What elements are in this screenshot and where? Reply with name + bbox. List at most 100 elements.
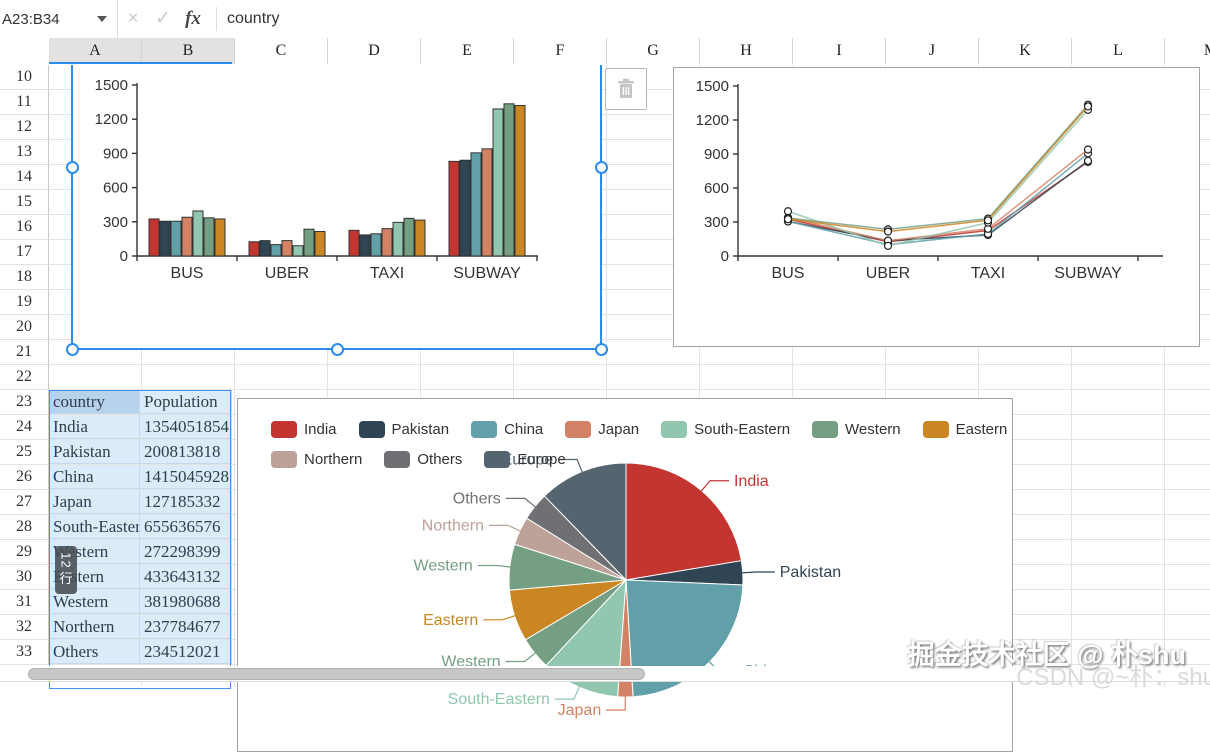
column-header-C[interactable]: C: [235, 38, 328, 64]
table-cell[interactable]: Northern: [49, 615, 140, 639]
row-header-14[interactable]: 14: [0, 165, 49, 190]
row-header-26[interactable]: 26: [0, 465, 49, 490]
row-header-17[interactable]: 17: [0, 240, 49, 265]
legend-item-japan[interactable]: Japan: [565, 421, 639, 438]
row-header-32[interactable]: 32: [0, 615, 49, 640]
svg-text:0: 0: [120, 248, 128, 265]
row-header-16[interactable]: 16: [0, 215, 49, 240]
column-header-D[interactable]: D: [328, 38, 421, 64]
row-header-11[interactable]: 11: [0, 90, 49, 115]
name-box[interactable]: A23:B34: [0, 0, 118, 38]
svg-text:UBER: UBER: [866, 265, 910, 282]
fx-icon[interactable]: fx: [185, 8, 201, 29]
row-header-13[interactable]: 13: [0, 140, 49, 165]
table-cell[interactable]: 237784677: [140, 615, 232, 639]
svg-text:TAXI: TAXI: [370, 265, 404, 282]
line-chart[interactable]: 0 300 600 900 1200 1500 BUS UBER TAXI SUBWAY: [673, 67, 1200, 347]
table-cell[interactable]: Western: [49, 590, 140, 614]
cancel-icon[interactable]: ×: [127, 8, 139, 29]
table-cell[interactable]: 655636576: [140, 515, 232, 539]
table-cell[interactable]: Western: [49, 540, 140, 564]
legend-item-others[interactable]: Others: [384, 451, 462, 468]
row-header-12[interactable]: 12: [0, 115, 49, 140]
name-box-caret-icon: [97, 16, 107, 22]
bar-chart[interactable]: 0 300 600 900 1200 1500 BUS UBER TAXI SUBWAY: [72, 65, 601, 349]
legend-item-europe[interactable]: Europe: [484, 451, 566, 468]
row-header-31[interactable]: 31: [0, 590, 49, 615]
legend-item-eastern[interactable]: Eastern: [922, 421, 1008, 438]
row-header-18[interactable]: 18: [0, 265, 49, 290]
column-header-K[interactable]: K: [979, 38, 1072, 64]
table-cell[interactable]: India: [49, 415, 140, 439]
legend-item-india[interactable]: India: [271, 421, 337, 438]
row-header-23[interactable]: 23: [0, 390, 49, 415]
row-header-28[interactable]: 28: [0, 515, 49, 540]
formula-input[interactable]: country: [227, 10, 280, 27]
row-header-30[interactable]: 30: [0, 565, 49, 590]
resize-handle-bottom-left[interactable]: [66, 343, 79, 356]
svg-text:UBER: UBER: [265, 265, 309, 282]
row-header-24[interactable]: 24: [0, 415, 49, 440]
legend-item-pakistan[interactable]: Pakistan: [358, 421, 450, 438]
column-header-F[interactable]: F: [514, 38, 607, 64]
row-header-29[interactable]: 29: [0, 540, 49, 565]
row-header-15[interactable]: 15: [0, 190, 49, 215]
table-cell[interactable]: Others: [49, 640, 140, 664]
table-header-cell[interactable]: Population: [140, 390, 232, 414]
column-header-I[interactable]: I: [793, 38, 886, 64]
delete-chart-button[interactable]: [605, 68, 647, 110]
resize-handle-right[interactable]: [595, 161, 608, 174]
resize-handle-bottom-right[interactable]: [595, 343, 608, 356]
table-cell[interactable]: 1415045928: [140, 465, 232, 489]
pie-chart[interactable]: India Pakistan China Japan South-Eastern West…: [237, 398, 1013, 752]
table-cell[interactable]: China: [49, 465, 140, 489]
row-header-20[interactable]: 20: [0, 315, 49, 340]
horizontal-scrollbar-thumb[interactable]: [28, 668, 645, 680]
legend-label: Eastern: [955, 421, 1008, 438]
name-box-value: A23:B34: [2, 10, 60, 28]
column-header-E[interactable]: E: [421, 38, 514, 64]
legend-swatch: [271, 421, 297, 438]
row-header-10[interactable]: 10: [0, 65, 49, 90]
resize-handle-bottom[interactable]: [331, 343, 344, 356]
svg-text:600: 600: [103, 180, 128, 197]
table-cell[interactable]: Japan: [49, 490, 140, 514]
row-header-33[interactable]: 33: [0, 640, 49, 665]
row-header-22[interactable]: 22: [0, 365, 49, 390]
legend-item-western[interactable]: Western: [812, 421, 901, 438]
sheet-grid[interactable]: 10 11 12 13 14 15 16 17 18 19 20 21 22 23 24 25 26 27 28 29…: [0, 65, 1210, 752]
table-cell[interactable]: South-Eastern: [49, 515, 140, 539]
resize-handle-left[interactable]: [66, 161, 79, 174]
confirm-icon[interactable]: ✓: [155, 8, 171, 29]
legend-item-china[interactable]: China: [471, 421, 543, 438]
table-cell[interactable]: 127185332: [140, 490, 232, 514]
legend-swatch: [271, 451, 297, 468]
column-header-A[interactable]: A: [49, 38, 142, 64]
column-header-M[interactable]: M: [1165, 38, 1210, 64]
svg-text:900: 900: [704, 146, 729, 163]
legend-label: Pakistan: [391, 421, 450, 438]
row-header-19[interactable]: 19: [0, 290, 49, 315]
select-all-corner[interactable]: [0, 38, 50, 64]
table-cell[interactable]: Pakistan: [49, 440, 140, 464]
pie-legend-row-2: Northern Others Europe: [271, 451, 566, 468]
horizontal-scrollbar-track[interactable]: [0, 666, 1210, 682]
table-cell[interactable]: 234512021: [140, 640, 232, 664]
legend-item-northern[interactable]: Northern: [271, 451, 362, 468]
column-header-G[interactable]: G: [607, 38, 700, 64]
row-header-25[interactable]: 25: [0, 440, 49, 465]
table-cell[interactable]: 433643132: [140, 565, 232, 589]
column-header-L[interactable]: L: [1072, 38, 1165, 64]
column-header-H[interactable]: H: [700, 38, 793, 64]
table-cell[interactable]: 272298399: [140, 540, 232, 564]
legend-item-south-eastern[interactable]: South-Eastern: [661, 421, 790, 438]
table-cell[interactable]: 1354051854: [140, 415, 232, 439]
table-header-cell[interactable]: country: [49, 390, 140, 414]
column-header-B[interactable]: B: [142, 38, 235, 64]
row-header-27[interactable]: 27: [0, 490, 49, 515]
row-header-21[interactable]: 21: [0, 340, 49, 365]
chart-selection-right-edge: [600, 65, 602, 349]
table-cell[interactable]: 200813818: [140, 440, 232, 464]
column-header-J[interactable]: J: [886, 38, 979, 64]
table-cell[interactable]: 381980688: [140, 590, 232, 614]
